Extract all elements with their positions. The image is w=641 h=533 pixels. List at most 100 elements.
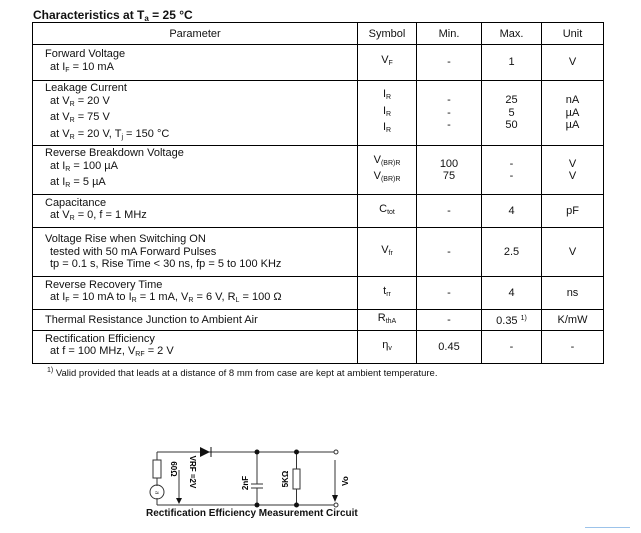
- symbol-line: ηv: [358, 339, 416, 356]
- text-segment: C: [379, 202, 388, 215]
- capacitor-label: 2nF: [241, 476, 250, 490]
- subscript: F: [65, 66, 70, 74]
- vrf-arrowhead-icon: [176, 498, 182, 504]
- header-symbol: Symbol: [357, 22, 417, 45]
- vo-label: Vo: [341, 476, 350, 486]
- parameter-line: at IF = 10 mA to IR = 1 mA, VR = 6 V, RL…: [45, 291, 357, 308]
- subscript: R: [386, 94, 392, 102]
- subscript: R: [65, 165, 71, 173]
- symbol-cell: IR IR IR: [357, 80, 417, 146]
- parameter-cell: Rectification Efficiency at f = 100 MHz, …: [32, 330, 358, 364]
- text-segment: = 0, f = 1 MHz: [74, 209, 147, 221]
- symbol-line: IR: [358, 88, 416, 105]
- parameter-cell: Reverse Recovery Time at IF = 10 mA to IR…: [32, 276, 358, 310]
- parameter-cell: Thermal Resistance Junction to Ambient A…: [32, 309, 358, 331]
- symbol-cell: VF: [357, 44, 417, 81]
- symbol-cell: Ctot: [357, 194, 417, 228]
- parameter-cell: Voltage Rise when Switching ON tested wit…: [32, 227, 358, 277]
- text-segment: V: [381, 54, 389, 67]
- resistor-5k-label: 5KΩ: [281, 470, 290, 487]
- symbol-cell: V(BR)R V(BR)R: [357, 145, 417, 195]
- text-segment: = 75 V: [74, 111, 110, 123]
- text-segment: Capacitance: [45, 196, 107, 209]
- symbol-line: trr: [358, 285, 416, 302]
- text-segment: = 2 V: [144, 345, 174, 357]
- min-line: -: [447, 313, 451, 326]
- min-line: -: [447, 106, 451, 119]
- characteristics-table: Parameter Symbol Min. Max. Unit Forward …: [32, 22, 604, 364]
- parameter-line: Forward Voltage: [45, 48, 357, 61]
- footnote-text: Valid provided that leads at a distance …: [53, 368, 438, 379]
- header-max: Max.: [481, 22, 542, 45]
- table-row: Rectification Efficiency at f = 100 MHz, …: [32, 330, 604, 364]
- text-segment: tp = 0.1 s, Rise Time < 30 ns, fp = 5 to…: [50, 258, 282, 271]
- text-segment: = 10 mA: [69, 60, 114, 73]
- unit-cell: V: [541, 44, 604, 81]
- title-text: Characteristics at T: [33, 8, 145, 22]
- text-segment: Leakage Current: [45, 82, 127, 94]
- max-cell: 4: [481, 276, 542, 310]
- subscript: L: [235, 297, 240, 304]
- symbol-line: VF: [358, 54, 416, 71]
- resistor-60-label: 60Ω: [169, 461, 178, 477]
- parameter-line: at IF = 10 mA: [45, 61, 357, 78]
- parameter-cell: Reverse Breakdown Voltage at IR = 100 µA a…: [32, 145, 358, 195]
- unit-line: µA: [565, 119, 580, 132]
- max-line: 50: [505, 119, 518, 132]
- max-line: 25: [505, 94, 518, 107]
- table-body: Forward Voltage at IF = 10 mA VF -1 V Leakage…: [32, 44, 604, 364]
- text-segment: = 100 µA: [70, 159, 118, 172]
- unit-line: V: [568, 245, 577, 258]
- subscript: F: [388, 60, 393, 68]
- header-min: Min.: [416, 22, 482, 45]
- text-segment: η: [382, 338, 389, 351]
- max-cell: 1: [481, 44, 542, 81]
- max-cell: --: [481, 145, 542, 195]
- text-segment: 0.35: [496, 314, 521, 327]
- symbol-cell: ηv: [357, 330, 417, 364]
- min-cell: -: [416, 44, 482, 81]
- unit-line: pF: [566, 204, 579, 217]
- text-segment: at I: [50, 60, 66, 73]
- text-segment: at V: [50, 94, 70, 107]
- parameter-line: tp = 0.1 s, Rise Time < 30 ns, fp = 5 to…: [45, 258, 357, 271]
- unit-line: µA: [565, 106, 580, 119]
- parameter-line: Voltage Rise when Switching ON: [45, 233, 357, 246]
- text-segment: I: [382, 104, 386, 117]
- min-cell: ---: [416, 80, 482, 146]
- text-segment: = 100 Ω: [239, 291, 282, 303]
- table-row: Thermal Resistance Junction to Ambient A…: [32, 309, 604, 331]
- min-line: -: [447, 94, 451, 107]
- subscript: v: [388, 344, 392, 352]
- circuit-caption: Rectification Efficiency Measurement Cir…: [146, 508, 358, 519]
- subscript: R: [65, 182, 71, 190]
- table-row: Forward Voltage at IF = 10 mA VF -1 V: [32, 44, 604, 81]
- footnote: 1) Valid provided that leads at a distan…: [47, 367, 437, 379]
- divider: [585, 527, 630, 528]
- max-cell: 4: [481, 194, 542, 228]
- unit-line: V: [568, 170, 577, 182]
- subscript: F: [65, 297, 70, 304]
- text-segment: R: [377, 311, 386, 324]
- min-line: -: [447, 286, 451, 299]
- subscript: j: [121, 133, 123, 141]
- unit-line: V: [568, 56, 577, 69]
- max-line: 0.35 1): [482, 313, 541, 328]
- text-segment: = 150 °C: [123, 127, 170, 140]
- text-segment: = 10 mA to I: [69, 291, 132, 303]
- max-line: 1: [508, 56, 515, 69]
- symbol-line: RthA: [358, 312, 416, 329]
- max-line: -: [509, 157, 514, 170]
- parameter-line: at f = 100 MHz, VRF = 2 V: [45, 345, 357, 362]
- parameter-line: Reverse Breakdown Voltage: [45, 147, 357, 160]
- symbol-line: Vfr: [358, 244, 416, 261]
- symbol-line: Ctot: [358, 203, 416, 220]
- parameter-line: tested with 50 mA Forward Pulses: [45, 246, 357, 259]
- symbol-cell: Vfr: [357, 227, 417, 277]
- max-cell: 2.5: [481, 227, 542, 277]
- unit-line: V: [568, 157, 577, 170]
- subscript: R: [386, 110, 392, 118]
- parameter-line: Thermal Resistance Junction to Ambient A…: [45, 314, 357, 327]
